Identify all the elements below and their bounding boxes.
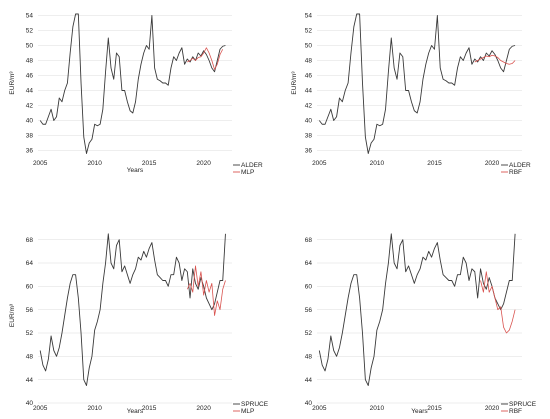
y-tick-label: 68 [305, 237, 313, 244]
legend-entry: RBF [509, 408, 522, 415]
chart-4: 40 44 48 52 56 60 64 68 2005 2010 2015 2020 Years SPR… [305, 233, 537, 415]
chart-3: 40 44 48 52 56 60 64 68 2005 2010 2015 2020 Years EUR… [9, 233, 269, 415]
legend-entry: RBF [509, 169, 522, 176]
x-tick-label: 2005 [33, 405, 48, 412]
y-tick-label: 40 [305, 400, 313, 407]
y-tick-label: 44 [305, 88, 313, 95]
x-tick-label: 2010 [370, 405, 385, 412]
y-tick-label: 44 [26, 88, 34, 95]
y-tick-label: 36 [305, 148, 313, 155]
y-tick-label: 64 [305, 260, 313, 267]
x-tick-label: 2015 [142, 160, 157, 167]
x-tick-label: 2015 [427, 160, 442, 167]
y-tick-label: 64 [26, 260, 34, 267]
x-tick-label: 2005 [312, 405, 327, 412]
y-tick-label: 48 [26, 58, 34, 65]
y-tick-label: 44 [26, 377, 34, 384]
y-tick-label: 46 [26, 73, 34, 80]
series-line-mlp [187, 47, 224, 70]
y-tick-label: 38 [305, 133, 313, 140]
x-tick-label: 2020 [485, 160, 500, 167]
y-tick-label: 48 [26, 354, 34, 361]
legend-entry: SPRUCE [509, 401, 537, 408]
y-tick-label: 52 [26, 330, 34, 337]
y-tick-label: 48 [305, 58, 313, 65]
y-tick-label: 54 [26, 13, 34, 20]
y-tick-label: 40 [26, 400, 34, 407]
series-line-spruce [318, 233, 516, 386]
y-tick-label: 36 [26, 148, 34, 155]
series-line-mlp [186, 265, 226, 316]
series-line-alder [318, 13, 516, 154]
x-axis-label: Years [411, 408, 428, 415]
chart-2: 36 38 40 42 44 46 48 50 52 54 2005 2010 2015 2020 EUR/… [291, 13, 531, 176]
y-axis-label: EUR/m³ [9, 303, 16, 327]
x-tick-label: 2020 [196, 160, 211, 167]
y-tick-label: 68 [26, 237, 34, 244]
legend-entry: SPRUCE [241, 401, 269, 408]
x-tick-label: 2005 [312, 160, 327, 167]
y-tick-label: 42 [26, 103, 34, 110]
y-axis-label: EUR/m³ [291, 71, 298, 95]
y-tick-label: 54 [305, 13, 313, 20]
y-tick-label: 50 [26, 43, 34, 50]
y-axis-label: EUR/m³ [9, 71, 16, 95]
y-tick-label: 48 [305, 354, 313, 361]
x-tick-label: 2015 [142, 405, 157, 412]
y-tick-label: 60 [26, 284, 34, 291]
y-tick-label: 56 [26, 307, 34, 314]
y-tick-label: 38 [26, 133, 34, 140]
legend-entry: ALDER [241, 162, 263, 169]
y-tick-label: 46 [305, 73, 313, 80]
legend-entry: MLP [241, 169, 254, 176]
x-tick-label: 2020 [485, 405, 500, 412]
x-axis-label: Years [127, 167, 144, 174]
x-tick-label: 2005 [33, 160, 48, 167]
x-tick-label: 2010 [370, 160, 385, 167]
y-tick-label: 60 [305, 284, 313, 291]
legend-entry: MLP [241, 408, 254, 415]
chart-1: 36 38 40 42 44 46 48 50 52 54 2005 2010 2015 2020 Year… [9, 13, 263, 176]
series-line-spruce [39, 233, 226, 386]
y-tick-label: 42 [305, 103, 313, 110]
y-tick-label: 50 [305, 43, 313, 50]
x-tick-label: 2015 [427, 405, 442, 412]
y-tick-label: 52 [305, 28, 313, 35]
x-tick-label: 2010 [87, 405, 102, 412]
y-tick-label: 40 [26, 118, 34, 125]
y-tick-label: 40 [305, 118, 313, 125]
y-tick-label: 52 [305, 330, 313, 337]
series-line-alder [39, 13, 226, 154]
x-axis-label: Years [127, 408, 144, 415]
y-tick-label: 56 [305, 307, 313, 314]
x-tick-label: 2020 [196, 405, 211, 412]
y-tick-label: 44 [305, 377, 313, 384]
y-tick-label: 52 [26, 28, 34, 35]
series-line-rbf [480, 271, 516, 334]
series-line-rbf [474, 54, 516, 65]
x-tick-label: 2010 [87, 160, 102, 167]
legend-entry: ALDER [509, 162, 531, 169]
